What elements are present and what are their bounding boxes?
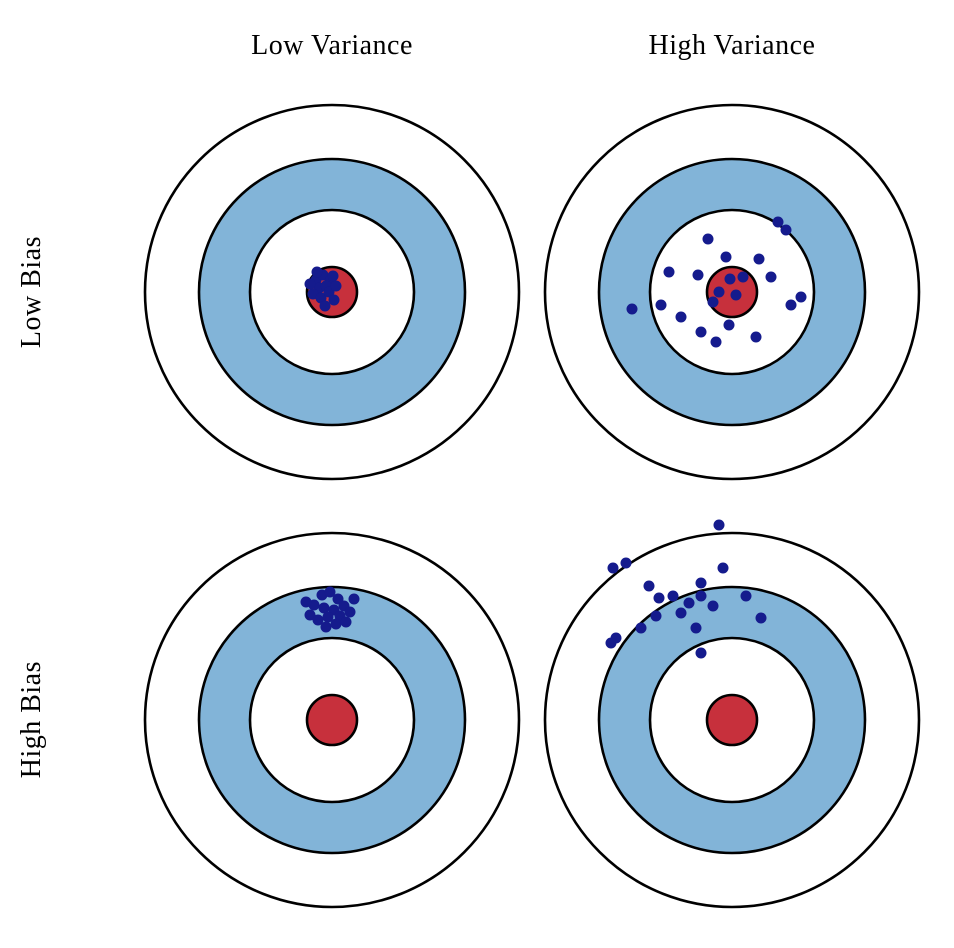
cell-high-bias-high-variance — [532, 492, 932, 948]
prediction-dot — [328, 294, 340, 306]
prediction-dot — [319, 300, 331, 312]
prediction-dot — [717, 562, 729, 574]
prediction-dot — [327, 270, 339, 282]
prediction-dot — [344, 606, 356, 618]
row-header-low-bias: Low Bias — [16, 235, 47, 349]
prediction-dot — [330, 618, 342, 630]
target-low-bias-high-variance — [543, 103, 921, 481]
cell-low-bias-low-variance — [132, 92, 532, 492]
prediction-dot — [330, 280, 342, 292]
prediction-dot — [702, 233, 714, 245]
cell-high-bias-low-variance — [132, 492, 532, 948]
prediction-dot — [772, 216, 784, 228]
prediction-dot — [675, 607, 687, 619]
target-low-bias-low-variance — [143, 103, 521, 481]
row-header-high-bias-cell: High Bias — [0, 492, 132, 948]
prediction-dot — [695, 647, 707, 659]
prediction-dot — [723, 319, 735, 331]
prediction-dot — [780, 224, 792, 236]
prediction-dot — [707, 600, 719, 612]
prediction-dot — [643, 580, 655, 592]
prediction-dot — [324, 586, 336, 598]
prediction-dot — [695, 326, 707, 338]
row-header-high-bias: High Bias — [16, 661, 47, 779]
prediction-dot — [667, 590, 679, 602]
prediction-dot — [785, 299, 797, 311]
prediction-dot — [740, 590, 752, 602]
prediction-dot — [730, 289, 742, 301]
prediction-dot — [311, 266, 323, 278]
prediction-dot — [304, 609, 316, 621]
prediction-dot — [300, 596, 312, 608]
prediction-dot — [695, 590, 707, 602]
target-high-bias-high-variance — [543, 519, 921, 909]
prediction-dot — [737, 271, 749, 283]
prediction-dot — [340, 616, 352, 628]
prediction-dot — [713, 286, 725, 298]
prediction-dot — [620, 557, 632, 569]
prediction-dot — [795, 291, 807, 303]
prediction-dot — [635, 622, 647, 634]
prediction-dot — [753, 253, 765, 265]
column-header-low-variance: Low Variance — [251, 30, 413, 61]
bullseye — [305, 693, 359, 747]
prediction-dot — [692, 269, 704, 281]
prediction-dot — [312, 614, 324, 626]
prediction-dot — [653, 592, 665, 604]
column-header-high-variance: High Variance — [648, 30, 816, 61]
prediction-dot — [695, 577, 707, 589]
prediction-dot — [605, 637, 617, 649]
prediction-dot — [707, 296, 719, 308]
target-high-bias-low-variance — [143, 531, 521, 909]
prediction-dot — [322, 611, 334, 623]
prediction-dot — [683, 597, 695, 609]
bullseye — [705, 693, 759, 747]
prediction-dot — [304, 278, 316, 290]
prediction-dot — [650, 610, 662, 622]
cell-low-bias-high-variance — [532, 92, 932, 492]
prediction-dot — [675, 311, 687, 323]
prediction-dot — [348, 593, 360, 605]
prediction-dot — [713, 519, 725, 531]
prediction-dot — [655, 299, 667, 311]
prediction-dot — [720, 251, 732, 263]
prediction-dot — [710, 336, 722, 348]
prediction-dot — [750, 331, 762, 343]
prediction-dot — [320, 621, 332, 633]
prediction-dot — [626, 303, 638, 315]
prediction-dot — [724, 273, 736, 285]
prediction-dot — [607, 562, 619, 574]
prediction-dot — [663, 266, 675, 278]
prediction-dot — [765, 271, 777, 283]
prediction-dot — [755, 612, 767, 624]
prediction-dot — [318, 602, 330, 614]
row-header-low-bias-cell: Low Bias — [0, 92, 132, 492]
prediction-dot — [690, 622, 702, 634]
